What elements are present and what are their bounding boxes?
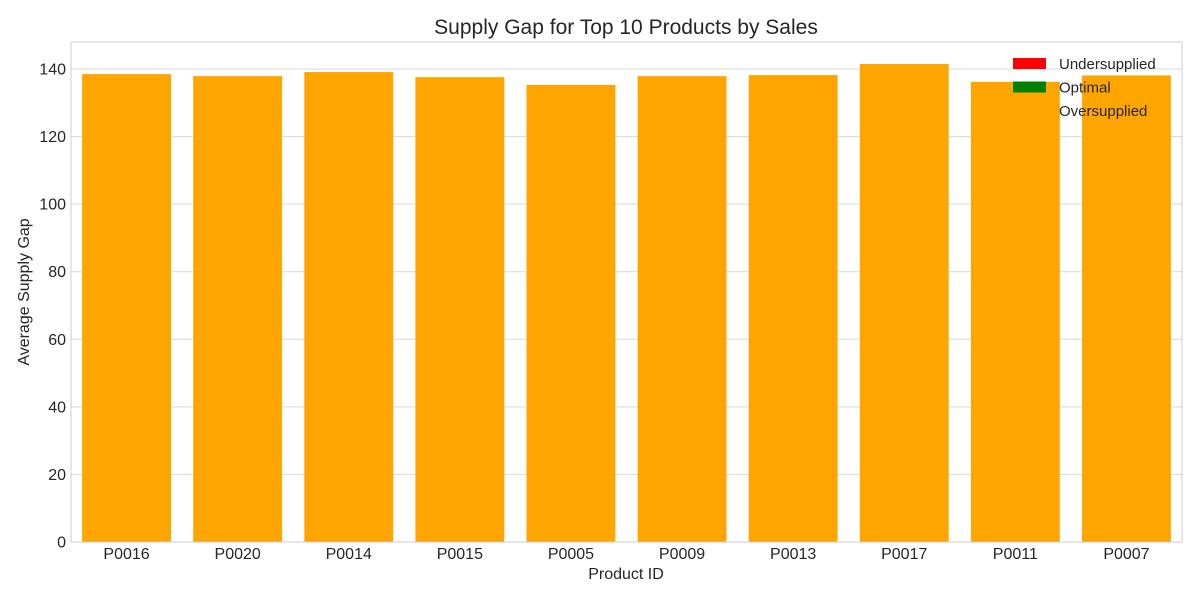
chart-title: Supply Gap for Top 10 Products by Sales [434,16,818,39]
y-tick-label: 80 [48,264,66,281]
x-axis-label: Product ID [588,566,664,583]
y-tick-label: 140 [39,62,66,79]
legend-label-oversupplied: Oversupplied [1059,103,1147,120]
bar-p0007 [1082,75,1171,542]
x-tick-label: P0014 [326,546,372,563]
legend-swatch-undersupplied [1013,58,1046,69]
x-tick-label: P0005 [548,546,594,563]
y-axis-ticks: 0 20 40 60 80 100 120 140 [39,62,66,552]
bar-p0020 [193,76,283,543]
legend-swatch-optimal [1013,81,1046,93]
bar-p0016 [82,74,171,542]
y-tick-label: 20 [48,467,66,484]
x-tick-label: P0013 [770,546,816,563]
y-tick-label: 60 [48,332,66,349]
bar-p0011 [970,81,1060,542]
bar-p0005 [526,84,616,543]
y-tick-label: 0 [57,535,66,552]
x-tick-label: P0016 [103,546,149,563]
y-axis-label: Average Supply Gap [16,218,33,365]
x-tick-label: P0017 [881,546,927,563]
bar-p0014 [304,72,394,542]
x-tick-label: P0020 [215,546,261,563]
y-tick-label: 40 [48,399,66,416]
legend-label-undersupplied: Undersupplied [1059,56,1156,73]
bar-p0013 [748,75,838,543]
x-tick-label: P0011 [993,546,1038,563]
plot-frame [70,41,1183,543]
bar-p0017 [859,63,949,542]
y-tick-label: 120 [39,129,66,146]
x-axis-ticks: P0016 P0020 P0014 P0015 P0005 P0009 P0013 P0017… [103,546,1149,563]
x-tick-label: P0015 [437,546,483,563]
x-tick-label: P0009 [659,546,705,563]
y-tick-label: 100 [39,197,66,214]
bars [82,63,1171,543]
bar-p0009 [637,76,727,543]
x-tick-label: P0007 [1103,546,1149,563]
bar-p0015 [415,77,505,542]
legend: Undersupplied Optimal Oversupplied [1013,56,1156,120]
legend-label-optimal: Optimal [1059,80,1111,97]
